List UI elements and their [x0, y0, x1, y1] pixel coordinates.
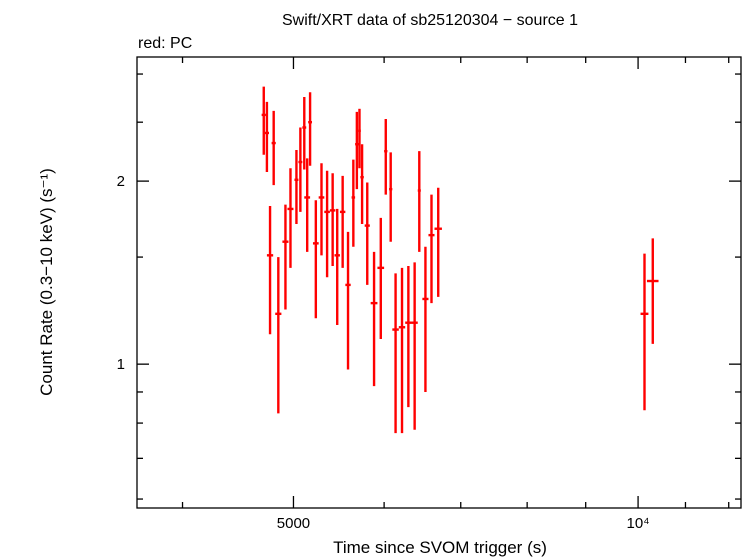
- chart-subtitle: red: PC: [138, 35, 192, 52]
- data-point: [312, 200, 319, 319]
- axis-ticks: [137, 57, 741, 508]
- data-point: [358, 108, 361, 169]
- x-tick-label: 5000: [277, 515, 310, 532]
- data-point: [351, 159, 356, 247]
- data-point: [298, 127, 303, 212]
- x-tick-label: 10⁴: [627, 515, 650, 532]
- data-point: [282, 204, 289, 310]
- data-point: [324, 170, 330, 278]
- data-point: [355, 111, 359, 190]
- data-point: [261, 86, 266, 155]
- data-point: [364, 182, 370, 285]
- data-point: [370, 251, 378, 387]
- data-point: [384, 119, 388, 195]
- data-point: [294, 150, 299, 225]
- data-point: [266, 206, 274, 335]
- y-tick-label: 1: [117, 356, 125, 373]
- data-point: [640, 253, 649, 411]
- data-point: [275, 257, 282, 414]
- data-point: [398, 267, 406, 434]
- data-point: [345, 231, 351, 370]
- y-axis-label: Count Rate (0.3−10 keV) (s⁻¹): [37, 168, 56, 396]
- data-point: [417, 151, 421, 252]
- data-point: [318, 163, 325, 256]
- data-point: [302, 97, 307, 170]
- data-point: [304, 158, 311, 252]
- data-point: [271, 110, 276, 186]
- data-point: [389, 152, 393, 242]
- data-points: [261, 86, 659, 434]
- data-point: [287, 168, 294, 268]
- x-axis-label: Time since SVOM trigger (s): [333, 538, 547, 557]
- data-point: [377, 217, 385, 339]
- data-point: [428, 194, 435, 304]
- data-point: [434, 187, 442, 297]
- data-point: [334, 208, 340, 325]
- data-point: [329, 173, 336, 267]
- data-point: [411, 262, 418, 430]
- data-point: [360, 144, 364, 225]
- data-point: [422, 246, 429, 392]
- data-point: [646, 238, 659, 344]
- data-point: [392, 273, 399, 434]
- y-tick-label: 2: [117, 173, 125, 190]
- data-point: [308, 92, 313, 166]
- data-point: [339, 175, 346, 268]
- plot-frame: [136, 56, 742, 509]
- chart-title: Swift/XRT data of sb25120304 − source 1: [282, 12, 578, 29]
- data-point: [264, 101, 270, 173]
- axis-tick-labels: 5000 10⁴ 1 2: [117, 173, 650, 532]
- data-point: [405, 266, 412, 408]
